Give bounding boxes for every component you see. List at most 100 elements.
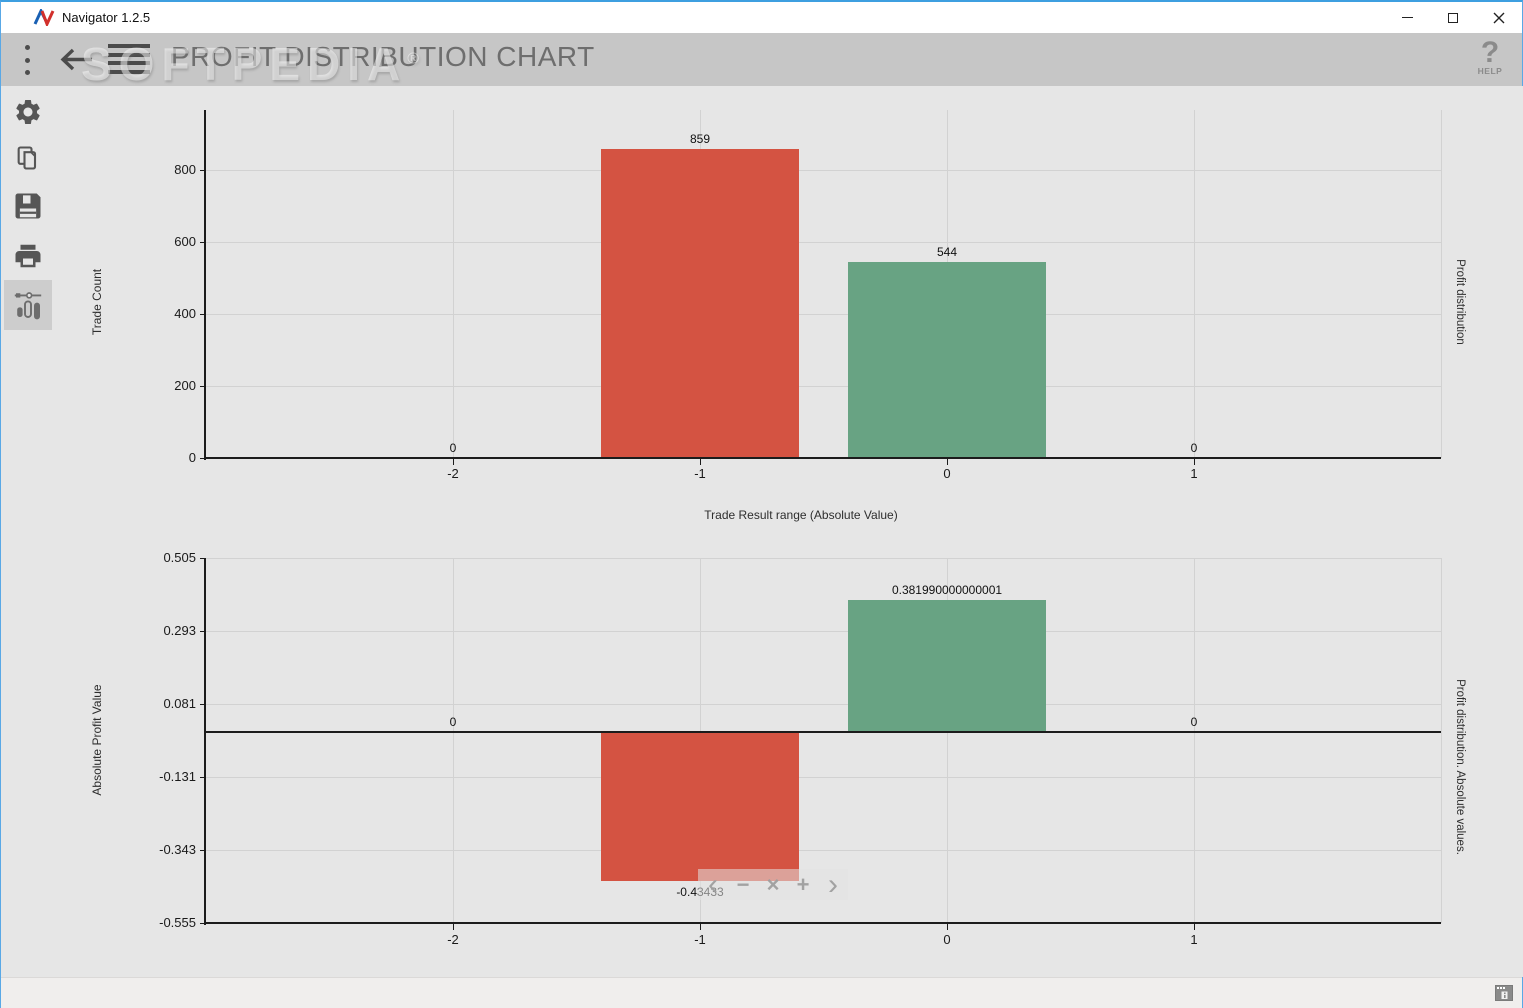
y-tick-label: 0 bbox=[188, 450, 196, 465]
gridline-horizontal bbox=[206, 557, 1441, 559]
candlestick-chart-icon bbox=[14, 292, 42, 320]
y-tick bbox=[200, 314, 206, 315]
bar-positive bbox=[601, 148, 799, 458]
chart-zoom-toolbar: ‹ − × + › bbox=[698, 869, 848, 900]
window-title: Navigator 1.2.5 bbox=[62, 10, 151, 25]
x-tick-label: 1 bbox=[1190, 466, 1198, 481]
y-axis-line bbox=[204, 558, 206, 925]
gridline-vertical bbox=[452, 110, 454, 458]
plot-right-border bbox=[1441, 110, 1442, 458]
y-tick-label: 800 bbox=[174, 162, 196, 177]
gridline-vertical bbox=[452, 558, 454, 923]
page-title: PROFIT DISTRIBUTION CHART bbox=[171, 41, 595, 72]
back-button[interactable] bbox=[59, 46, 95, 73]
bar-value-label: 0 bbox=[449, 715, 457, 729]
maximize-button[interactable] bbox=[1430, 2, 1476, 33]
pan-right-icon[interactable]: › bbox=[828, 867, 838, 901]
y-axis-title: Trade Count bbox=[90, 268, 104, 336]
minimize-icon bbox=[1401, 17, 1413, 18]
y-tick bbox=[200, 777, 206, 778]
bar-value-label: 0 bbox=[449, 441, 457, 455]
x-tick bbox=[947, 459, 948, 465]
titlebar: Navigator 1.2.5 bbox=[1, 2, 1522, 33]
y-tick bbox=[200, 458, 206, 459]
x-tick-label: 1 bbox=[1190, 932, 1198, 947]
print-button[interactable] bbox=[4, 236, 52, 276]
copy-icon bbox=[17, 146, 37, 170]
bar-value-label: 0 bbox=[1190, 441, 1198, 455]
reset-zoom-icon[interactable]: × bbox=[766, 871, 780, 897]
bar-positive bbox=[848, 262, 1046, 458]
y-tick bbox=[200, 850, 206, 851]
bar-value-label: 0.381990000000001 bbox=[891, 583, 1003, 598]
header: PROFIT DISTRIBUTION CHART SOFTPEDIA® ? H… bbox=[1, 33, 1522, 90]
pan-left-icon[interactable]: ‹ bbox=[708, 867, 718, 901]
window-layout-icon[interactable] bbox=[1495, 985, 1513, 1001]
maximize-icon bbox=[1448, 12, 1458, 23]
help-button[interactable]: ? HELP bbox=[1472, 38, 1508, 77]
save-button[interactable] bbox=[4, 186, 52, 226]
y-tick bbox=[200, 242, 206, 243]
gridline-horizontal bbox=[206, 313, 1441, 315]
more-options-button[interactable] bbox=[20, 45, 34, 75]
y-axis-title: Absolute Profit Value bbox=[90, 684, 104, 796]
chart-right-title: Profit distribution bbox=[1454, 259, 1466, 345]
y-tick-label: 0.293 bbox=[163, 623, 196, 638]
y-tick-label: -0.343 bbox=[159, 842, 196, 857]
x-axis-line bbox=[204, 457, 1441, 459]
gridline-horizontal bbox=[206, 169, 1441, 171]
gridline-horizontal bbox=[206, 241, 1441, 243]
chart-right-title: Profit distribution. Absolute values. bbox=[1454, 679, 1466, 855]
bar-negative bbox=[601, 732, 799, 882]
zero-line bbox=[206, 731, 1441, 733]
x-tick bbox=[1194, 924, 1195, 930]
x-tick bbox=[453, 924, 454, 930]
zoom-out-icon[interactable]: − bbox=[736, 871, 750, 897]
print-icon bbox=[15, 244, 41, 268]
gridline-vertical bbox=[1193, 110, 1195, 458]
bar-value-label: 0 bbox=[1190, 715, 1198, 729]
y-tick-label: 200 bbox=[174, 378, 196, 393]
bar-positive bbox=[848, 600, 1046, 732]
status-bar bbox=[1, 977, 1522, 1008]
main-content: 0 200 400 600 800 0 859 544 0 -2 -1 0 1 Trade Count Tr… bbox=[1, 86, 1523, 977]
y-axis-line bbox=[204, 110, 206, 460]
save-icon bbox=[15, 193, 41, 219]
y-tick-label: 600 bbox=[174, 234, 196, 249]
x-axis-title: Trade Result range (Absolute Value) bbox=[704, 508, 898, 522]
gridline-horizontal bbox=[206, 776, 1441, 778]
gridline-vertical bbox=[1193, 558, 1195, 923]
zoom-in-icon[interactable]: + bbox=[796, 871, 810, 897]
x-tick-label: -1 bbox=[694, 466, 706, 481]
x-tick bbox=[700, 459, 701, 465]
y-tick-label: 0.505 bbox=[163, 550, 196, 565]
close-button[interactable] bbox=[1476, 2, 1522, 33]
y-tick bbox=[200, 386, 206, 387]
x-tick-label: -2 bbox=[447, 932, 459, 947]
y-tick-label: 0.081 bbox=[163, 696, 196, 711]
charts-area: 0 200 400 600 800 0 859 544 0 -2 -1 0 1 Trade Count Tr… bbox=[1, 86, 1523, 977]
x-tick bbox=[947, 924, 948, 930]
gridline-horizontal bbox=[206, 630, 1441, 632]
close-icon bbox=[1493, 12, 1505, 23]
y-tick-label: -0.555 bbox=[159, 915, 196, 930]
menu-icon[interactable] bbox=[108, 44, 150, 74]
x-tick-label: -2 bbox=[447, 466, 459, 481]
app-logo-icon bbox=[33, 9, 55, 26]
x-tick-label: -1 bbox=[694, 932, 706, 947]
y-tick bbox=[200, 704, 206, 705]
copy-button[interactable] bbox=[4, 138, 52, 178]
minimize-button[interactable] bbox=[1384, 2, 1430, 33]
x-axis-line bbox=[204, 922, 1441, 924]
gridline-vertical bbox=[946, 558, 948, 923]
x-tick bbox=[700, 924, 701, 930]
gridline-horizontal bbox=[206, 385, 1441, 387]
profit-chart-button[interactable] bbox=[4, 280, 52, 330]
bar-value-label: 544 bbox=[936, 245, 958, 260]
plot-right-border bbox=[1441, 558, 1442, 923]
y-tick bbox=[200, 631, 206, 632]
gridline-horizontal bbox=[206, 703, 1441, 705]
settings-button[interactable] bbox=[4, 92, 52, 132]
x-tick-label: 0 bbox=[943, 932, 951, 947]
